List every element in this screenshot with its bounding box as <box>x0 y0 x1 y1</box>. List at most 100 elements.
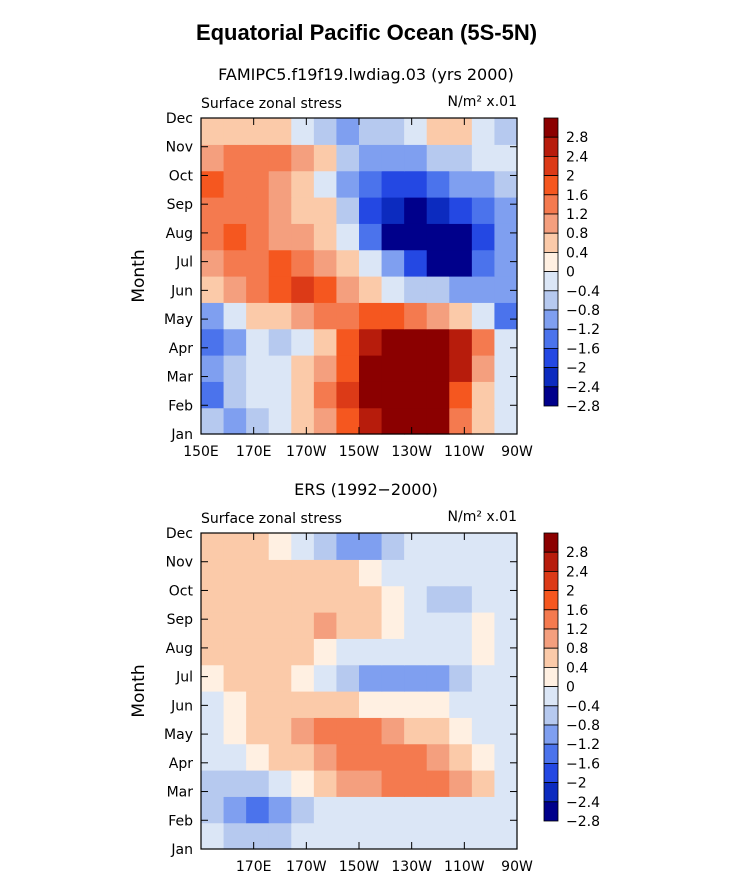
heatmap-cell <box>359 533 383 560</box>
heatmap-cell <box>381 302 405 330</box>
heatmap-cell <box>471 770 496 797</box>
heatmap-cell <box>494 559 518 587</box>
heatmap-cell <box>268 276 292 303</box>
heatmap-cell <box>201 118 225 145</box>
heatmap-cell <box>426 328 450 356</box>
heatmap-cell <box>359 355 383 382</box>
heatmap-cell <box>404 691 428 718</box>
heatmap-cell <box>268 381 292 409</box>
heatmap-cell <box>359 796 383 824</box>
y-tick-label: Jan <box>170 427 193 443</box>
heatmap-cell <box>201 355 225 382</box>
heatmap-cell <box>201 796 225 824</box>
colorbar-label: −2.8 <box>566 814 600 830</box>
heatmap-cell <box>449 559 473 587</box>
heatmap-cell <box>494 381 518 409</box>
y-axis-label: Month <box>129 664 149 717</box>
colorbar-label: 2 <box>566 169 575 185</box>
heatmap-cell <box>336 276 360 303</box>
colorbar-swatch <box>543 532 559 553</box>
heatmap-cell <box>291 612 315 639</box>
y-tick-label: Feb <box>168 813 193 829</box>
heatmap-cell <box>336 664 360 692</box>
heatmap-cell <box>471 302 496 330</box>
heatmap-cell <box>246 770 270 797</box>
heatmap-cell <box>268 743 292 771</box>
colorbar-label: 1.6 <box>566 603 588 619</box>
heatmap-cell <box>223 533 247 560</box>
colorbar-swatch <box>543 232 559 253</box>
heatmap-cell <box>449 612 473 639</box>
y-tick-label: Apr <box>169 341 193 357</box>
colorbar-label: −1.6 <box>566 341 600 357</box>
heatmap-cell <box>268 822 292 850</box>
heatmap-cell <box>449 533 473 560</box>
colorbar-label: −1.6 <box>566 756 600 772</box>
y-tick-label: Mar <box>167 370 194 386</box>
colorbar-swatch <box>543 290 559 311</box>
heatmap-cell <box>449 197 473 224</box>
heatmap-cell <box>449 796 473 824</box>
colorbar-swatch <box>543 647 559 668</box>
heatmap-cell <box>359 223 383 251</box>
colorbar-label: −2.4 <box>566 795 600 811</box>
heatmap-cell <box>449 170 473 198</box>
heatmap-cell <box>246 355 270 382</box>
heatmap-cell <box>449 302 473 330</box>
heatmap-cell <box>494 638 518 666</box>
colorbar-label: 2.8 <box>566 130 588 146</box>
colorbar-swatch <box>543 347 559 368</box>
heatmap-cell <box>359 822 383 850</box>
heatmap-cell <box>381 796 405 824</box>
colorbar-swatch <box>543 367 559 388</box>
heatmap-cell <box>471 144 496 172</box>
heatmap-cell <box>291 223 315 251</box>
heatmap-cell <box>201 249 225 277</box>
colorbar-swatch <box>543 590 559 611</box>
heatmap-cell <box>201 691 225 718</box>
heatmap-cell <box>336 197 360 224</box>
colorbar-label: 2.8 <box>566 545 588 561</box>
x-tick-label: 170E <box>236 444 272 460</box>
heatmap-cell <box>313 822 338 850</box>
heatmap-cell <box>426 197 450 224</box>
heatmap-cell <box>313 533 338 560</box>
heatmap-cell <box>381 612 405 639</box>
heatmap-cell <box>381 170 405 198</box>
heatmap-cell <box>426 638 450 666</box>
heatmap-cell <box>246 328 270 356</box>
heatmap-cell <box>359 691 383 718</box>
heatmap-cell <box>268 585 292 613</box>
colorbar-swatch <box>543 609 559 630</box>
y-tick-label: Oct <box>169 168 194 184</box>
heatmap-cell <box>268 328 292 356</box>
colorbar-label: 0 <box>566 265 575 281</box>
heatmap-cell <box>494 249 518 277</box>
heatmap-cell <box>313 381 338 409</box>
colorbar-label: 0.4 <box>566 660 588 676</box>
heatmap-cell <box>291 118 315 145</box>
heatmap-cell <box>381 249 405 277</box>
heatmap-cell <box>201 302 225 330</box>
heatmap-cell <box>404 144 428 172</box>
heatmap-cell <box>426 355 450 382</box>
heatmap-cell <box>449 355 473 382</box>
heatmap-cell <box>426 223 450 251</box>
heatmap-cell <box>494 822 518 850</box>
heatmap-cell <box>449 770 473 797</box>
units-label: N/m² x.01 <box>448 509 517 525</box>
heatmap-cell <box>246 585 270 613</box>
y-tick-label: Jan <box>170 842 193 858</box>
heatmap-cell <box>201 533 225 560</box>
heatmap-cell <box>201 585 225 613</box>
heatmap-cell <box>449 144 473 172</box>
y-tick-label: Sep <box>167 197 194 213</box>
y-tick-label: Mar <box>167 785 194 801</box>
heatmap-cell <box>494 664 518 692</box>
heatmap-cell <box>223 664 247 692</box>
panel-2: ERS (1992−2000) Surface zonal stress N/m² … <box>129 480 600 875</box>
heatmap-cell <box>494 691 518 718</box>
x-tick-label: 130W <box>391 859 432 875</box>
heatmap-cell <box>404 664 428 692</box>
